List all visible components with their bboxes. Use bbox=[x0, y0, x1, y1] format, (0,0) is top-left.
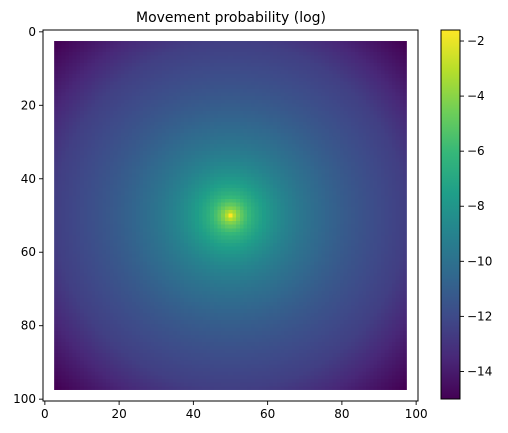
y-axis: 0 20 40 60 80 100 bbox=[13, 25, 43, 406]
y-tick-label: 20 bbox=[21, 98, 36, 112]
y-tick-label: 40 bbox=[21, 172, 36, 186]
x-axis: 0 20 40 60 80 100 bbox=[41, 401, 428, 421]
colorbar: −14 −12 −10 −8 −6 −4 −2 bbox=[440, 29, 492, 400]
colorbar-gradient bbox=[440, 29, 461, 400]
heatmap-plot-area bbox=[42, 29, 419, 402]
y-tick-label: 80 bbox=[21, 319, 36, 333]
x-tick-label: 60 bbox=[260, 407, 275, 421]
y-tick-label: 0 bbox=[28, 25, 36, 39]
colorbar-tick-label: −14 bbox=[467, 364, 492, 378]
y-tick-label: 100 bbox=[13, 392, 36, 406]
x-tick-label: 20 bbox=[111, 407, 126, 421]
x-tick-label: 0 bbox=[41, 407, 49, 421]
heatmap-image bbox=[54, 41, 407, 390]
colorbar-tick-label: −8 bbox=[467, 199, 485, 213]
colorbar-tick-label: −10 bbox=[467, 254, 492, 268]
x-tick-label: 100 bbox=[405, 407, 428, 421]
y-tick-label: 60 bbox=[21, 245, 36, 259]
x-tick-label: 80 bbox=[334, 407, 349, 421]
x-tick-label: 40 bbox=[186, 407, 201, 421]
chart-title: Movement probability (log) bbox=[136, 10, 326, 26]
colorbar-tick-label: −6 bbox=[467, 144, 485, 158]
plot-frame bbox=[42, 29, 419, 402]
colorbar-tick-label: −4 bbox=[467, 89, 485, 103]
colorbar-tick-label: −2 bbox=[467, 34, 485, 48]
colorbar-tick-label: −12 bbox=[467, 309, 492, 323]
